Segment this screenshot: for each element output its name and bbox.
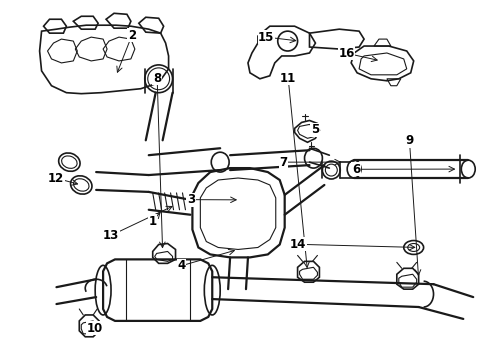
Text: 7: 7 — [279, 156, 287, 168]
Text: 16: 16 — [338, 47, 354, 60]
Text: 4: 4 — [177, 259, 185, 272]
Text: 5: 5 — [310, 123, 318, 136]
Text: 15: 15 — [258, 31, 274, 44]
Text: 1: 1 — [148, 215, 156, 228]
Text: 10: 10 — [87, 322, 103, 335]
Text: 8: 8 — [153, 72, 161, 85]
Text: 6: 6 — [351, 163, 360, 176]
Text: 13: 13 — [103, 229, 119, 242]
Text: 2: 2 — [127, 29, 136, 42]
Text: 12: 12 — [48, 172, 64, 185]
Text: 9: 9 — [405, 134, 413, 147]
Text: 14: 14 — [289, 238, 305, 251]
Text: 11: 11 — [280, 72, 296, 85]
Text: 3: 3 — [187, 193, 195, 206]
